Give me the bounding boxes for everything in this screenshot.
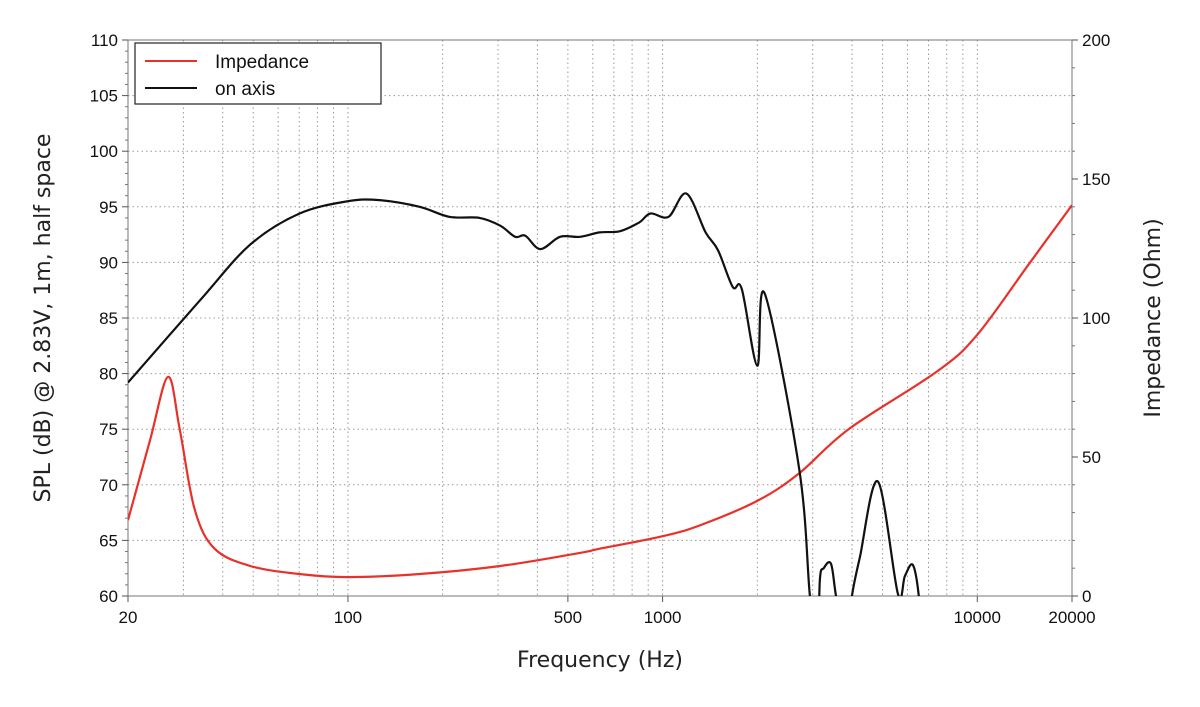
- y-tick-label: 85: [99, 309, 118, 328]
- y2-tick-label: 150: [1082, 170, 1110, 189]
- y-axis-label: SPL (dB) @ 2.83V, 1m, half space: [31, 134, 56, 503]
- y2-tick-label: 50: [1082, 448, 1101, 467]
- y2-tick-label: 0: [1082, 587, 1091, 606]
- x-tick-label: 1000: [644, 608, 682, 627]
- legend-label-impedance: Impedance: [215, 52, 309, 73]
- series-line-impedance: [128, 204, 1072, 579]
- y-tick-label: 105: [90, 87, 118, 106]
- y-tick-label: 110: [91, 31, 118, 50]
- y-tick-label: 70: [99, 476, 118, 495]
- grid: [128, 40, 1072, 596]
- series-line-on-axis: [128, 192, 920, 596]
- y-tick-label: 80: [99, 365, 118, 384]
- y-tick-label: 100: [90, 142, 118, 161]
- x-tick-label: 500: [554, 608, 582, 627]
- y-tick-label: 95: [99, 198, 118, 217]
- y-tick-label: 65: [99, 531, 118, 550]
- y-tick-label: 90: [99, 253, 118, 272]
- axis-ticks: 60 65 70 75 80 85 90 95 100 105 110 0 50 100 150 200 20 1…: [90, 31, 1111, 627]
- y2-tick-label: 100: [1082, 309, 1110, 328]
- x-tick-label: 20000: [1048, 608, 1095, 627]
- x-tick-label: 20: [119, 608, 138, 627]
- x-axis-label: Frequency (Hz): [517, 648, 683, 673]
- legend: Impedance on axis: [134, 42, 382, 105]
- y2-axis-label: Impedance (Ohm): [1141, 218, 1166, 417]
- series-group: [128, 192, 1072, 596]
- y2-tick-label: 200: [1082, 31, 1110, 50]
- x-tick-label: 100: [334, 608, 362, 627]
- y-tick-label: 60: [99, 587, 118, 606]
- y-tick-label: 75: [99, 420, 118, 439]
- x-tick-label: 10000: [954, 608, 1001, 627]
- legend-label-on-axis: on axis: [215, 79, 275, 100]
- legend-box: [134, 42, 382, 105]
